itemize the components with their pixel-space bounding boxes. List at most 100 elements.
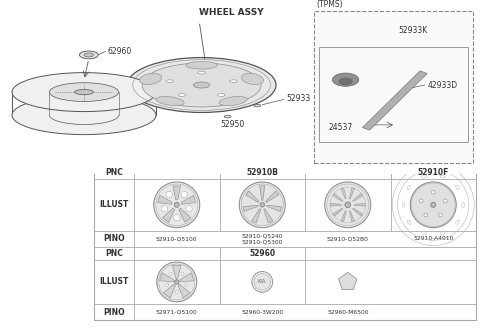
Text: ILLUST: ILLUST	[99, 200, 129, 209]
Polygon shape	[163, 208, 175, 222]
Ellipse shape	[140, 73, 162, 85]
Ellipse shape	[193, 82, 210, 88]
Text: ILLUST: ILLUST	[99, 277, 129, 286]
Ellipse shape	[157, 262, 197, 302]
Polygon shape	[338, 272, 357, 290]
Polygon shape	[341, 188, 346, 199]
Ellipse shape	[421, 175, 426, 178]
Ellipse shape	[410, 182, 456, 228]
Polygon shape	[349, 188, 354, 199]
Ellipse shape	[181, 191, 188, 198]
Ellipse shape	[224, 115, 231, 118]
Ellipse shape	[219, 96, 247, 106]
Ellipse shape	[421, 232, 426, 235]
Ellipse shape	[407, 220, 411, 224]
Ellipse shape	[424, 213, 428, 217]
Ellipse shape	[444, 199, 447, 203]
FancyBboxPatch shape	[314, 10, 473, 163]
Polygon shape	[330, 203, 341, 206]
Ellipse shape	[217, 93, 225, 96]
Text: PINO: PINO	[103, 235, 125, 243]
Ellipse shape	[186, 206, 192, 212]
FancyBboxPatch shape	[319, 47, 468, 142]
Ellipse shape	[254, 104, 261, 107]
Text: 52933K: 52933K	[398, 26, 427, 35]
Polygon shape	[172, 265, 181, 278]
Polygon shape	[349, 211, 354, 222]
Ellipse shape	[345, 202, 350, 208]
Text: 62960: 62960	[108, 47, 132, 56]
Ellipse shape	[49, 83, 119, 101]
Text: 52950: 52950	[220, 120, 245, 129]
Ellipse shape	[174, 202, 180, 207]
Ellipse shape	[175, 280, 179, 284]
Ellipse shape	[185, 284, 188, 286]
Ellipse shape	[79, 51, 98, 59]
Ellipse shape	[12, 96, 156, 134]
Text: 52910-A4910: 52910-A4910	[413, 236, 454, 241]
Text: PNC: PNC	[105, 168, 123, 177]
Ellipse shape	[230, 80, 237, 83]
Polygon shape	[179, 208, 191, 222]
Ellipse shape	[439, 213, 443, 217]
Ellipse shape	[186, 61, 217, 69]
Polygon shape	[264, 209, 273, 223]
Polygon shape	[246, 191, 259, 202]
Ellipse shape	[332, 73, 359, 86]
Ellipse shape	[75, 90, 93, 95]
Polygon shape	[178, 284, 190, 298]
Text: 52910-Q5240
52910-Q5300: 52910-Q5240 52910-Q5300	[241, 233, 283, 245]
Ellipse shape	[156, 96, 184, 106]
Text: 24537: 24537	[329, 123, 353, 132]
Text: WHEEL ASSY: WHEEL ASSY	[199, 8, 264, 17]
Ellipse shape	[154, 182, 200, 228]
Ellipse shape	[456, 185, 459, 190]
Polygon shape	[333, 194, 343, 201]
Text: 52933: 52933	[286, 94, 311, 103]
Polygon shape	[164, 284, 175, 298]
Ellipse shape	[127, 58, 276, 113]
Ellipse shape	[166, 191, 172, 198]
Ellipse shape	[12, 72, 156, 112]
Polygon shape	[173, 186, 180, 200]
Ellipse shape	[142, 63, 261, 107]
Polygon shape	[181, 195, 196, 204]
Ellipse shape	[407, 185, 411, 190]
Ellipse shape	[420, 199, 423, 203]
Ellipse shape	[169, 273, 172, 275]
Polygon shape	[333, 208, 343, 216]
Text: PNC: PNC	[105, 249, 123, 258]
Text: 52960-3W200: 52960-3W200	[241, 310, 283, 315]
Ellipse shape	[252, 272, 273, 292]
Polygon shape	[353, 208, 363, 216]
Polygon shape	[266, 205, 281, 212]
Polygon shape	[243, 205, 258, 212]
Ellipse shape	[254, 274, 271, 290]
Ellipse shape	[431, 202, 436, 207]
Ellipse shape	[440, 175, 445, 178]
Text: 52910F: 52910F	[418, 168, 449, 177]
Polygon shape	[157, 195, 172, 204]
Ellipse shape	[161, 206, 168, 212]
Ellipse shape	[166, 284, 168, 286]
Polygon shape	[252, 209, 261, 223]
Ellipse shape	[174, 215, 180, 221]
Ellipse shape	[432, 191, 435, 194]
Text: 52960: 52960	[249, 249, 276, 258]
Text: 52910-Q5100: 52910-Q5100	[156, 236, 197, 241]
Polygon shape	[362, 71, 427, 130]
Ellipse shape	[456, 220, 459, 224]
Polygon shape	[180, 273, 194, 282]
Text: 52910B: 52910B	[246, 168, 278, 177]
Ellipse shape	[175, 291, 178, 293]
Polygon shape	[159, 273, 174, 282]
Text: 52910-Q52B0: 52910-Q52B0	[327, 236, 369, 241]
Ellipse shape	[239, 182, 285, 228]
Text: KIA: KIA	[258, 279, 266, 284]
Ellipse shape	[339, 78, 352, 85]
Ellipse shape	[84, 53, 94, 57]
Text: 52971-Q5100: 52971-Q5100	[156, 310, 198, 315]
Ellipse shape	[178, 93, 186, 96]
Ellipse shape	[241, 73, 264, 85]
Polygon shape	[265, 191, 279, 202]
